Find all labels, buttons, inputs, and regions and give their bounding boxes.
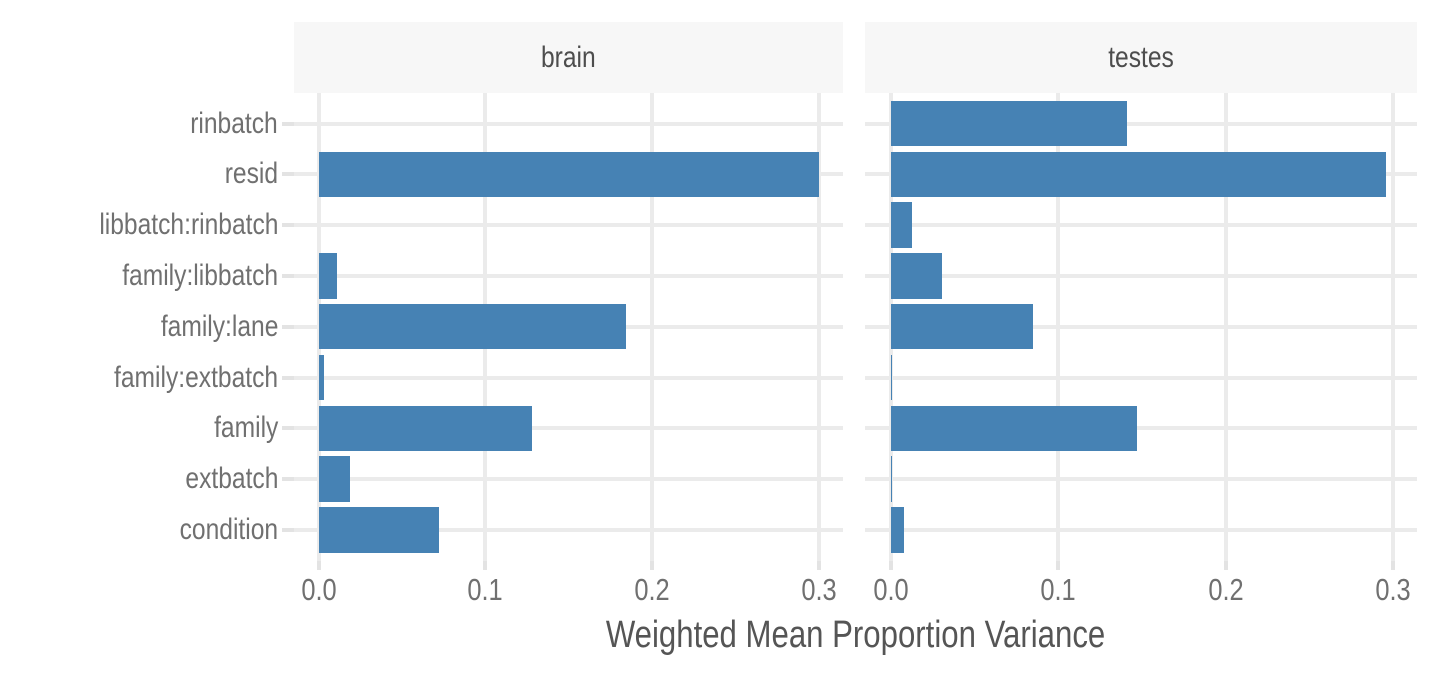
h-gridline bbox=[294, 273, 843, 278]
x-axis-tick-label-text: 0.0 bbox=[872, 572, 909, 607]
v-gridline bbox=[817, 93, 822, 561]
h-gridline bbox=[865, 375, 1417, 380]
v-gridline bbox=[1391, 93, 1395, 561]
y-axis-tick bbox=[282, 121, 294, 126]
x-axis-tick-label: 0.0 bbox=[297, 574, 340, 605]
bar-testes-resid bbox=[890, 151, 1387, 198]
bar-brain-condition bbox=[318, 507, 439, 553]
y-axis-label-text: extbatch bbox=[184, 462, 278, 496]
x-axis-title: Weighted Mean Proportion Variance bbox=[294, 616, 1418, 654]
bar-testes-libbatch-rinbatch bbox=[890, 202, 913, 248]
bar-testes-family-extbatch bbox=[890, 354, 893, 401]
facet-strip-label: testes bbox=[1108, 40, 1174, 74]
y-axis-label-text: family:extbatch bbox=[113, 360, 278, 394]
y-axis-label-libbatch-rinbatch: libbatch:rinbatch bbox=[0, 210, 278, 240]
x-axis-tick-label-text: 0.1 bbox=[1040, 572, 1076, 607]
y-axis-label-text: resid bbox=[224, 157, 278, 191]
x-axis-tick bbox=[817, 561, 822, 570]
y-axis-tick bbox=[282, 172, 294, 177]
y-axis-label-text: family bbox=[213, 411, 278, 445]
bar-testes-condition bbox=[890, 507, 904, 553]
y-axis-label-text: libbatch:rinbatch bbox=[98, 208, 278, 242]
h-gridline bbox=[294, 375, 843, 380]
x-axis-tick-label-text: 0.3 bbox=[801, 572, 837, 607]
x-axis-tick-label: 0.3 bbox=[1371, 574, 1414, 605]
x-axis-tick-label: 0.1 bbox=[464, 574, 507, 605]
y-axis-tick bbox=[282, 375, 294, 380]
x-axis-tick-label: 0.2 bbox=[631, 574, 674, 605]
h-gridline bbox=[294, 477, 843, 482]
v-gridline bbox=[1056, 93, 1060, 561]
x-axis-tick bbox=[1391, 561, 1395, 570]
y-axis-tick bbox=[282, 273, 294, 278]
bar-brain-family-extbatch bbox=[318, 354, 324, 401]
x-axis-tick-label: 0.1 bbox=[1036, 574, 1079, 605]
v-gridline bbox=[650, 93, 655, 561]
y-axis-tick bbox=[282, 527, 294, 532]
x-axis-tick bbox=[650, 561, 655, 570]
h-gridline bbox=[294, 426, 843, 431]
x-axis-tick bbox=[1056, 561, 1060, 570]
h-gridline bbox=[294, 527, 843, 532]
bar-brain-extbatch bbox=[318, 456, 351, 502]
bar-testes-family bbox=[890, 405, 1137, 452]
y-axis-label-text: rinbatch bbox=[190, 106, 278, 140]
x-axis-tick-label: 0.0 bbox=[869, 574, 912, 605]
bar-testes-family-libbatch bbox=[890, 253, 943, 299]
bar-testes-rinbatch bbox=[890, 100, 1127, 147]
y-axis-tick bbox=[282, 477, 294, 482]
x-axis-tick bbox=[316, 561, 321, 570]
x-axis-title-text: Weighted Mean Proportion Variance bbox=[606, 614, 1106, 656]
x-axis-tick-label-text: 0.2 bbox=[1207, 572, 1244, 607]
x-axis-tick-label: 0.2 bbox=[1204, 574, 1247, 605]
y-axis-tick bbox=[282, 426, 294, 431]
y-axis-label-text: family:libbatch bbox=[122, 258, 278, 292]
x-axis-tick-label-text: 0.2 bbox=[634, 572, 670, 607]
facet-strip-label: brain bbox=[541, 40, 596, 74]
plot-panel-brain bbox=[294, 93, 843, 561]
facet-strip-testes: testes bbox=[865, 22, 1417, 93]
x-axis-tick bbox=[1223, 561, 1228, 570]
y-axis-label-condition: condition bbox=[0, 512, 278, 546]
y-axis-label-resid: resid bbox=[0, 159, 278, 189]
v-gridline bbox=[1223, 93, 1228, 561]
x-axis-tick bbox=[483, 561, 488, 570]
bar-brain-family-libbatch bbox=[318, 253, 337, 299]
x-axis-tick-label: 0.3 bbox=[798, 574, 841, 605]
y-axis-label-family-libbatch: family:libbatch bbox=[0, 258, 278, 292]
y-axis-label-extbatch: extbatch bbox=[0, 464, 278, 494]
plot-panel-testes bbox=[865, 93, 1417, 561]
h-gridline bbox=[294, 223, 843, 228]
bar-brain-family bbox=[318, 405, 533, 452]
x-axis-tick-label-text: 0.1 bbox=[467, 572, 504, 607]
bar-brain-resid bbox=[318, 151, 820, 198]
x-axis-tick-label-text: 0.3 bbox=[1375, 572, 1411, 607]
bar-testes-family-lane bbox=[890, 303, 1033, 350]
h-gridline bbox=[865, 527, 1417, 532]
y-axis-label-text: condition bbox=[179, 512, 278, 546]
bar-brain-family-lane bbox=[318, 303, 626, 350]
y-axis-label-rinbatch: rinbatch bbox=[0, 106, 278, 140]
h-gridline bbox=[294, 121, 843, 126]
y-axis-tick bbox=[282, 223, 294, 228]
bar-testes-extbatch bbox=[890, 456, 893, 502]
x-axis-tick bbox=[888, 561, 893, 570]
y-axis-label-text: family:lane bbox=[160, 309, 278, 343]
y-axis-label-family-lane: family:lane bbox=[0, 309, 278, 343]
y-axis-tick bbox=[282, 324, 294, 329]
x-axis-tick-label-text: 0.0 bbox=[300, 572, 337, 607]
y-axis-label-family-extbatch: family:extbatch bbox=[0, 360, 278, 394]
h-gridline bbox=[865, 223, 1417, 228]
y-axis-label-family: family bbox=[0, 413, 278, 443]
h-gridline bbox=[865, 273, 1417, 278]
h-gridline bbox=[865, 477, 1417, 482]
facet-strip-brain: brain bbox=[294, 22, 843, 93]
h-gridline bbox=[865, 324, 1417, 329]
h-gridline bbox=[865, 426, 1417, 431]
h-gridline bbox=[865, 121, 1417, 126]
